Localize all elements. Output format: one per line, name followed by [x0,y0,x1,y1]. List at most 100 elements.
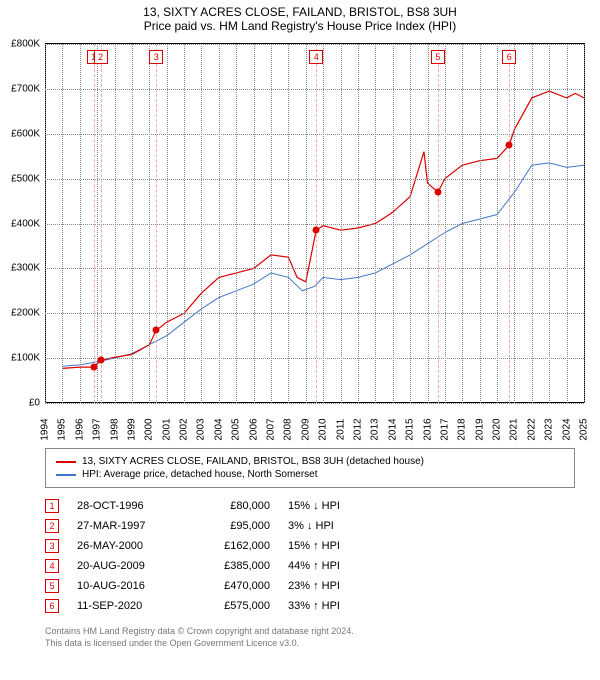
sales-price: £575,000 [200,600,270,612]
gridline-v [254,44,255,403]
gridline-h [45,134,584,135]
sales-row: 510-AUG-2016£470,00023% ↑ HPI [45,576,575,596]
x-tick-label: 2024 [561,415,572,445]
x-tick-label: 2025 [579,415,590,445]
marker-box: 5 [431,50,445,64]
sales-pct: 15% ↓ HPI [288,500,383,512]
sales-row: 1 28-OCT-1996 £80,000 15% ↓ HPI [45,496,575,516]
gridline-v [480,44,481,403]
gridline-v [149,44,150,403]
x-tick-label: 2009 [300,415,311,445]
sales-pct: 44% ↑ HPI [288,560,383,572]
sales-date: 26-MAY-2000 [77,540,182,552]
legend-row: HPI: Average price, detached house, Nort… [56,468,564,481]
y-tick-label: £100K [5,353,40,364]
marker-vline [156,44,157,403]
y-tick-label: £700K [5,83,40,94]
marker-box: 2 [94,50,108,64]
gridline-v [184,44,185,403]
gridline-v [80,44,81,403]
legend: 13, SIXTY ACRES CLOSE, FAILAND, BRISTOL,… [45,448,575,488]
legend-row: 13, SIXTY ACRES CLOSE, FAILAND, BRISTOL,… [56,455,564,468]
sale-point [506,141,513,148]
x-tick-label: 2013 [370,415,381,445]
sales-pct: 3% ↓ HPI [288,520,383,532]
gridline-v [428,44,429,403]
x-tick-label: 1998 [109,415,120,445]
gridline-v [514,44,515,403]
x-tick-label: 2022 [526,415,537,445]
gridline-v [358,44,359,403]
y-tick-label: £0 [5,398,40,409]
x-tick-label: 2021 [509,415,520,445]
gridline-h [45,268,584,269]
gridline-v [410,44,411,403]
sale-point [90,364,97,371]
sale-point [434,189,441,196]
x-tick-label: 2011 [335,415,346,445]
gridline-v [236,44,237,403]
sales-date: 28-OCT-1996 [77,500,182,512]
x-tick-label: 2016 [422,415,433,445]
legend-label: HPI: Average price, detached house, Nort… [82,469,318,480]
sales-num-box: 1 [45,499,59,513]
sales-table: 128-OCT-1996£80,00015% ↓ HPI227-MAR-1997… [45,496,575,616]
x-tick-label: 2017 [439,415,450,445]
sales-date: 11-SEP-2020 [77,600,182,612]
x-tick-label: 2020 [492,415,503,445]
gridline-v [132,44,133,403]
marker-vline [438,44,439,403]
marker-vline [94,44,95,403]
sales-price: £385,000 [200,560,270,572]
marker-box: 6 [502,50,516,64]
footer-line2: This data is licensed under the Open Gov… [45,638,575,650]
gridline-h [45,358,584,359]
sales-num-box: 2 [45,519,59,533]
gridline-v [288,44,289,403]
x-tick-label: 1997 [92,415,103,445]
x-tick-label: 1996 [74,415,85,445]
gridline-h [45,44,584,45]
x-tick-label: 2023 [544,415,555,445]
marker-box: 3 [149,50,163,64]
marker-box: 4 [309,50,323,64]
sales-date: 20-AUG-2009 [77,560,182,572]
gridline-v [497,44,498,403]
gridline-h [45,403,584,404]
sales-num-box: 4 [45,559,59,573]
gridline-v [271,44,272,403]
gridline-h [45,89,584,90]
chart-area: £0£100K£200K£300K£400K£500K£600K£700K£80… [45,43,585,403]
gridline-h [45,179,584,180]
sale-point [153,327,160,334]
footer-line1: Contains HM Land Registry data © Crown c… [45,626,575,638]
sales-price: £162,000 [200,540,270,552]
gridline-v [445,44,446,403]
sales-row: 4 20-AUG-2009 £385,000 44% ↑ HPI [45,556,575,576]
legend-swatch [56,461,76,463]
x-tick-label: 2001 [161,415,172,445]
sales-num-box: 3 [45,539,59,553]
gridline-v [532,44,533,403]
y-tick-label: £500K [5,173,40,184]
marker-vline [316,44,317,403]
x-tick-label: 2003 [196,415,207,445]
x-tick-label: 2014 [387,415,398,445]
gridline-v [567,44,568,403]
gridline-v [393,44,394,403]
gridline-v [323,44,324,403]
sales-pct: 33% ↑ HPI [288,600,383,612]
sales-pct: 23% ↑ HPI [288,580,383,592]
gridline-v [375,44,376,403]
gridline-h [45,313,584,314]
sales-price: £80,000 [200,500,270,512]
sales-pct: 15% ↑ HPI [288,540,383,552]
gridline-v [45,44,46,403]
sale-point [313,227,320,234]
sales-price: £470,000 [200,580,270,592]
x-tick-label: 2002 [179,415,190,445]
x-tick-label: 2000 [144,415,155,445]
gridline-v [219,44,220,403]
x-tick-label: 2007 [266,415,277,445]
gridline-v [549,44,550,403]
